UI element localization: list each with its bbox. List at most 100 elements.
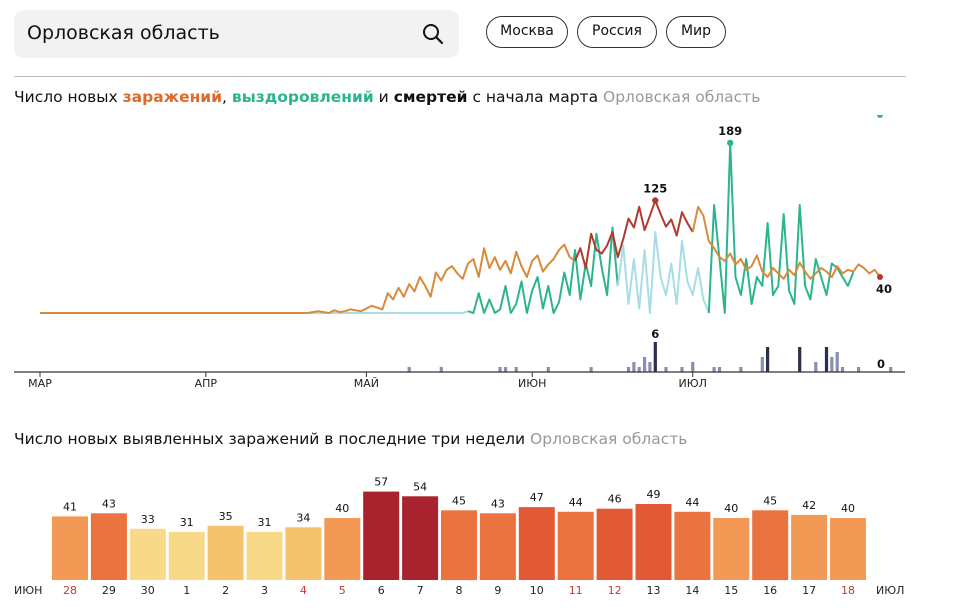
bar-day-label: 10 [530, 584, 544, 597]
death-bar [760, 357, 764, 372]
bar [52, 516, 88, 580]
x-axis-label: МАР [28, 377, 52, 390]
x-axis-label: ИЮЛ [679, 377, 707, 390]
bar-value-label: 31 [258, 516, 272, 529]
bar-day-label: 4 [300, 584, 307, 597]
world-button[interactable]: Мир [666, 16, 726, 48]
bar [713, 518, 750, 580]
bar-day-label: 1 [183, 584, 190, 597]
death-bar [653, 342, 657, 372]
legend-deaths: смертей [393, 88, 468, 106]
chart1-region: Орловская область [603, 88, 761, 106]
bar-value-label: 45 [763, 494, 777, 507]
daily-cases-chart: МАР АПР МАЙ ИЮН ИЮЛ 189 125 6 45 40 0 [14, 115, 905, 390]
end-marker-recoveries [877, 115, 883, 118]
death-bar [407, 367, 411, 372]
bar-value-label: 40 [841, 502, 855, 515]
russia-button[interactable]: Россия [577, 16, 657, 48]
infections-line-peak [574, 199, 694, 269]
peak-marker [726, 139, 734, 147]
death-bar [626, 367, 631, 372]
bar [363, 491, 400, 580]
bar-day-label: 13 [647, 584, 661, 597]
search-icon[interactable] [421, 22, 445, 46]
death-bar [643, 357, 647, 372]
bar [402, 496, 439, 580]
bar [246, 531, 283, 580]
bar-day-label: 28 [63, 584, 77, 597]
death-bar [835, 352, 839, 372]
month-start-label: ИЮН [14, 584, 42, 597]
bar-day-label: 29 [102, 584, 116, 597]
x-axis-label: ИЮН [518, 377, 546, 390]
peak-label: 189 [718, 124, 742, 138]
bar [830, 518, 866, 580]
search-box[interactable]: Орловская область [14, 10, 459, 58]
bar-value-label: 44 [569, 496, 583, 509]
bar [207, 525, 244, 581]
bar [324, 518, 361, 580]
bar [90, 513, 127, 580]
bar [752, 510, 789, 581]
bar-value-label: 43 [491, 497, 505, 510]
bar-day-label: 17 [802, 584, 816, 597]
bar-day-label: 12 [608, 584, 622, 597]
bar-value-label: 45 [452, 494, 466, 507]
bar-day-label: 5 [339, 584, 346, 597]
bar [285, 527, 322, 580]
bar-day-label: 15 [724, 584, 738, 597]
death-bar [691, 362, 695, 372]
bar-value-label: 40 [335, 502, 349, 515]
bar [129, 528, 166, 580]
chart1-title: Число новых заражений, выздоровлений и с… [14, 88, 761, 106]
month-end-label: ИЮЛ [876, 584, 904, 597]
death-bar [712, 367, 716, 372]
bar-value-label: 44 [685, 496, 699, 509]
infections-line-late [691, 205, 881, 280]
x-axis-label: АПР [195, 377, 218, 390]
bar-value-label: 49 [647, 488, 661, 501]
end-label-infections: 40 [876, 282, 892, 296]
death-bar [857, 367, 861, 372]
bar-day-label: 8 [456, 584, 463, 597]
bar-value-label: 54 [413, 480, 427, 493]
death-bar [632, 362, 636, 372]
death-bar [589, 367, 593, 372]
moscow-button[interactable]: Москва [486, 16, 568, 48]
end-label-recoveries: 45 [876, 115, 892, 118]
recoveries-line-late [707, 141, 855, 314]
bar-day-label: 2 [222, 584, 229, 597]
x-axis-label: МАЙ [354, 377, 379, 390]
bar-value-label: 42 [802, 499, 816, 512]
bar-day-label: 7 [417, 584, 424, 597]
bar-value-label: 31 [180, 516, 194, 529]
bar-value-label: 43 [102, 497, 116, 510]
death-bar [840, 367, 845, 372]
bar [557, 511, 594, 580]
bar-day-label: 3 [261, 584, 268, 597]
search-input[interactable]: Орловская область [27, 22, 220, 44]
death-bar [503, 367, 508, 372]
death-bar [889, 367, 893, 372]
infections-line-early [40, 243, 576, 314]
death-bar [814, 362, 818, 372]
bar-value-label: 35 [219, 510, 233, 523]
death-bar [798, 347, 802, 372]
peak-marker [652, 197, 659, 204]
bar-value-label: 47 [530, 491, 544, 504]
bar-day-label: 30 [141, 584, 155, 597]
legend-infections: заражений [122, 88, 223, 106]
bar-day-label: 11 [569, 584, 583, 597]
death-bar [664, 367, 668, 372]
bar-day-label: 18 [841, 584, 855, 597]
death-bar [514, 367, 518, 372]
bar [674, 511, 711, 580]
death-bar [717, 367, 722, 372]
death-bar [439, 367, 443, 372]
bar-day-label: 9 [494, 584, 501, 597]
end-label-deaths: 0 [877, 357, 885, 371]
bar-day-label: 14 [685, 584, 699, 597]
death-bar [824, 347, 829, 372]
recent-cases-chart: 4128432933303113523133444055765474584394… [14, 476, 904, 597]
death-bar [637, 367, 641, 372]
